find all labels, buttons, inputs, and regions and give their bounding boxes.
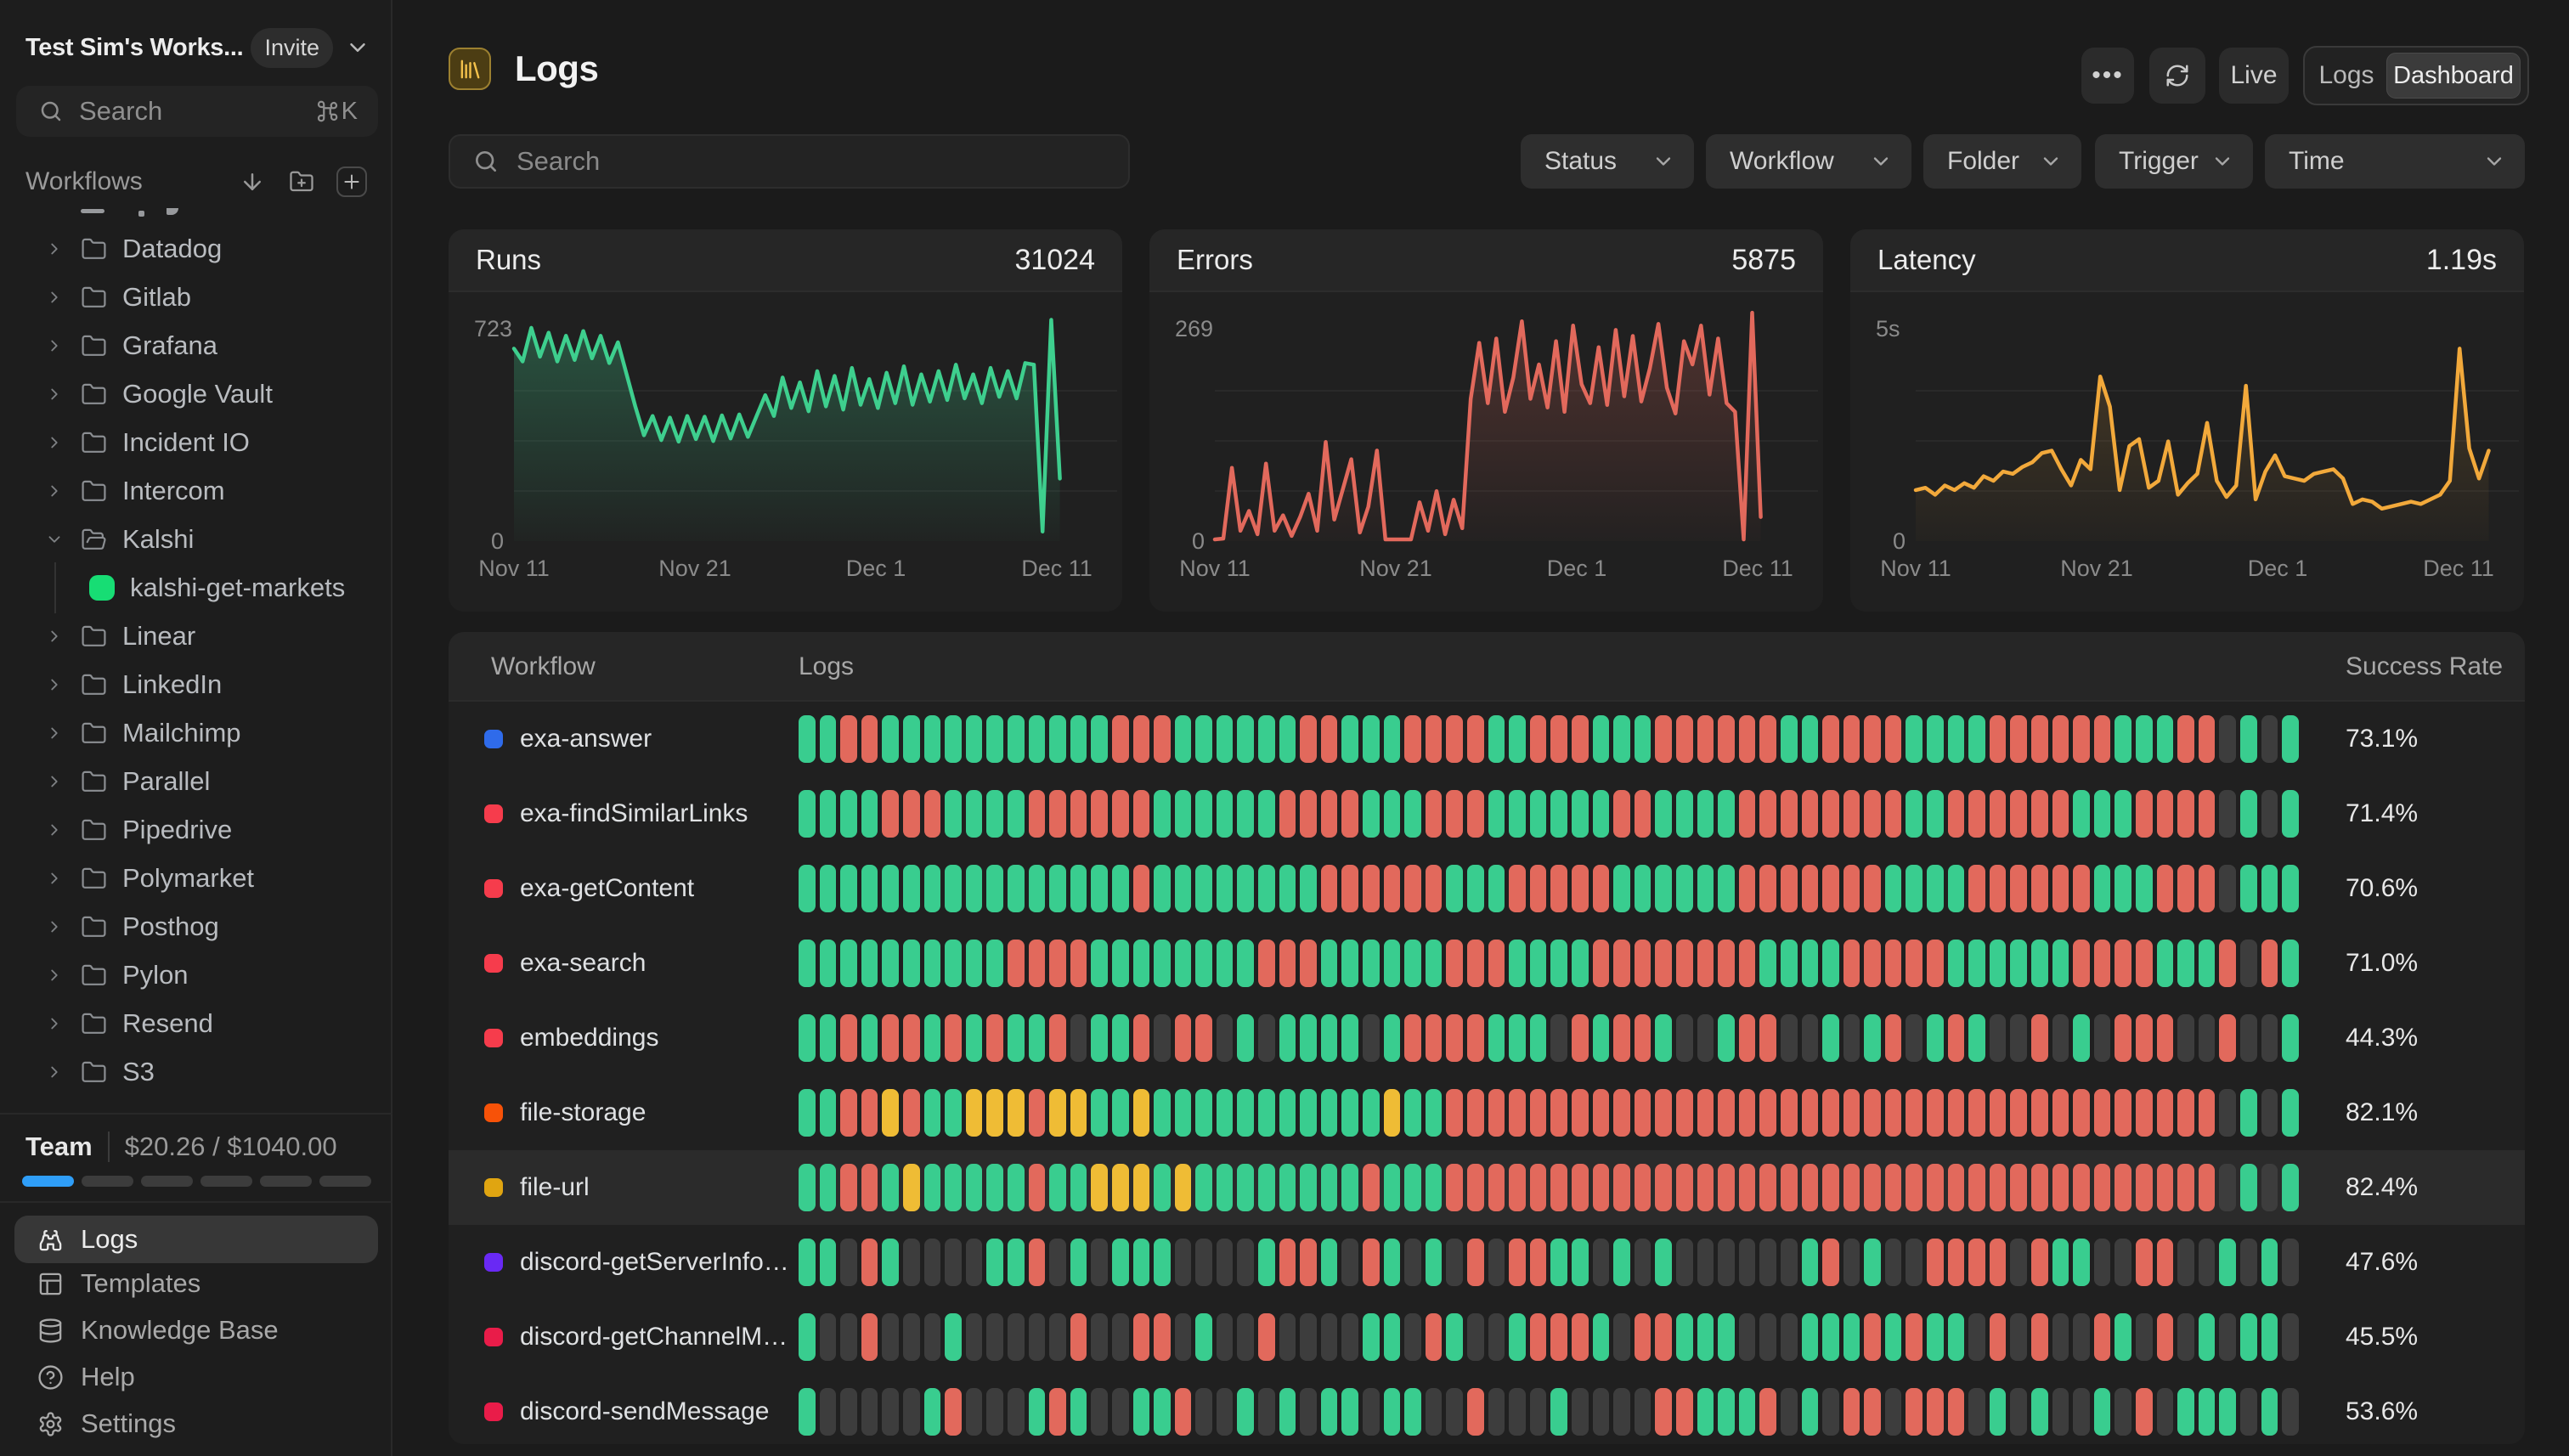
svg-text:Dec 11: Dec 11: [1021, 556, 1093, 581]
svg-text:Dec 1: Dec 1: [846, 556, 906, 581]
svg-text:269: 269: [1175, 316, 1213, 341]
svg-text:5s: 5s: [1876, 316, 1900, 341]
svg-text:Nov 11: Nov 11: [1179, 556, 1251, 581]
svg-text:Dec 11: Dec 11: [2423, 556, 2494, 581]
svg-text:Nov 11: Nov 11: [1880, 556, 1951, 581]
svg-text:Nov 21: Nov 21: [1359, 556, 1432, 581]
svg-text:Nov 11: Nov 11: [478, 556, 550, 581]
svg-text:Dec 1: Dec 1: [2248, 556, 2308, 581]
svg-text:Nov 21: Nov 21: [2060, 556, 2133, 581]
svg-text:723: 723: [474, 316, 512, 341]
svg-text:Nov 21: Nov 21: [658, 556, 731, 581]
svg-text:0: 0: [491, 528, 504, 554]
svg-text:0: 0: [1192, 528, 1205, 554]
svg-text:Dec 11: Dec 11: [1722, 556, 1793, 581]
svg-text:0: 0: [1893, 528, 1906, 554]
svg-text:Dec 1: Dec 1: [1547, 556, 1607, 581]
